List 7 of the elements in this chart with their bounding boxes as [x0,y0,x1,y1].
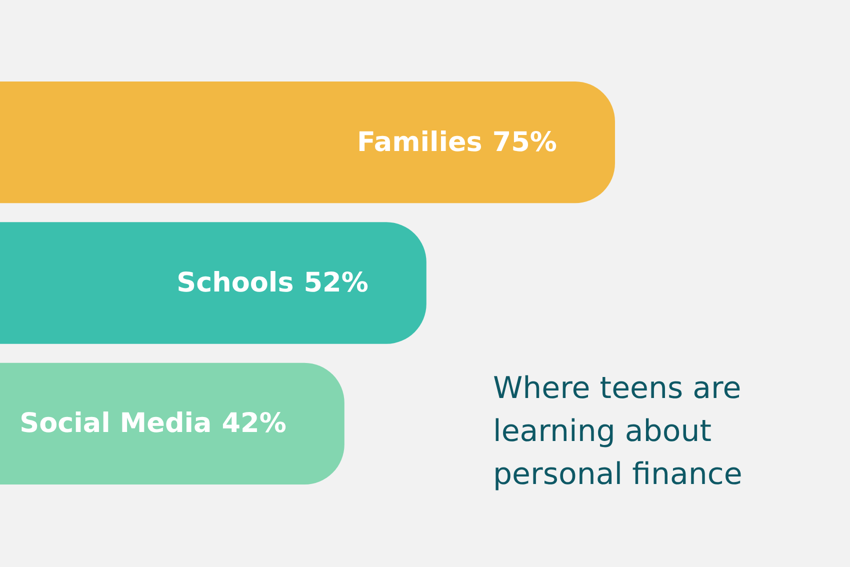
y-tick-label: Schools [176,268,294,298]
y-tick-label: Families [357,126,482,158]
text: Where teens are learning about personal finance [493,371,751,492]
data-label: 52% [304,268,368,298]
data-label: 75% [492,126,557,158]
y-tick-label: Social Media [20,408,212,440]
data-label: 42% [222,408,286,440]
